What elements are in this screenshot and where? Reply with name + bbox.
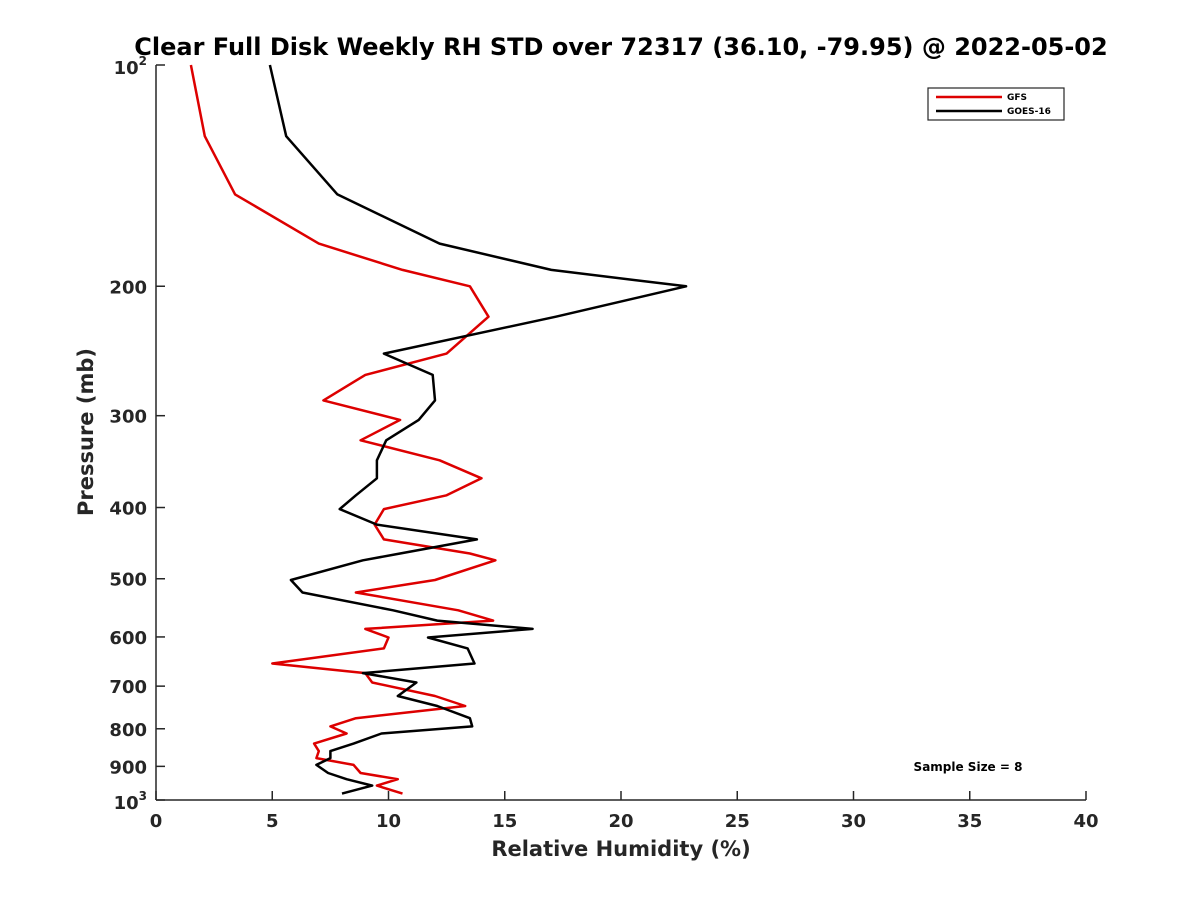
legend-box (927, 87, 1065, 121)
y-tick-label: 102 (114, 54, 147, 79)
y-axis-ticks: 200 300 400 500 600 700 800 900 102 103 (109, 54, 165, 814)
x-tick-label: 20 (608, 811, 633, 832)
legend: GFS GOES-16 (927, 87, 1065, 121)
x-tick-label: 0 (150, 811, 163, 832)
x-tick-label: 35 (957, 811, 982, 832)
y-tick-label: 800 (109, 720, 147, 741)
x-tick-label: 10 (376, 811, 401, 832)
y-tick-label: 500 (109, 570, 147, 591)
chart-title: Clear Full Disk Weekly RH STD over 72317… (134, 33, 1107, 61)
y-axis-label: Pressure (mb) (74, 348, 98, 516)
y-tick-label: 103 (114, 789, 147, 814)
y-tick-label: 600 (109, 628, 147, 649)
x-tick-label: 40 (1073, 811, 1098, 832)
series-layer (189, 64, 688, 795)
x-axis-ticks: 0 5 10 15 20 25 30 35 40 (150, 791, 1099, 832)
x-axis-label: Relative Humidity (%) (491, 837, 750, 861)
x-tick-label: 15 (492, 811, 517, 832)
series-line-gfs (189, 64, 497, 795)
y-tick-label: 400 (109, 499, 147, 520)
x-tick-label: 5 (266, 811, 279, 832)
x-tick-label: 25 (725, 811, 750, 832)
y-tick-label: 200 (109, 277, 147, 298)
y-tick-label: 700 (109, 677, 147, 698)
sample-size-annotation: Sample Size = 8 (914, 760, 1023, 774)
legend-entry-gfs: GFS (1007, 93, 1027, 103)
legend-entry-goes16: GOES-16 (1007, 107, 1051, 117)
y-tick-label: 300 (109, 407, 147, 428)
y-tick-label: 900 (109, 757, 147, 778)
series-line-goes16 (268, 64, 688, 795)
x-tick-label: 30 (841, 811, 866, 832)
